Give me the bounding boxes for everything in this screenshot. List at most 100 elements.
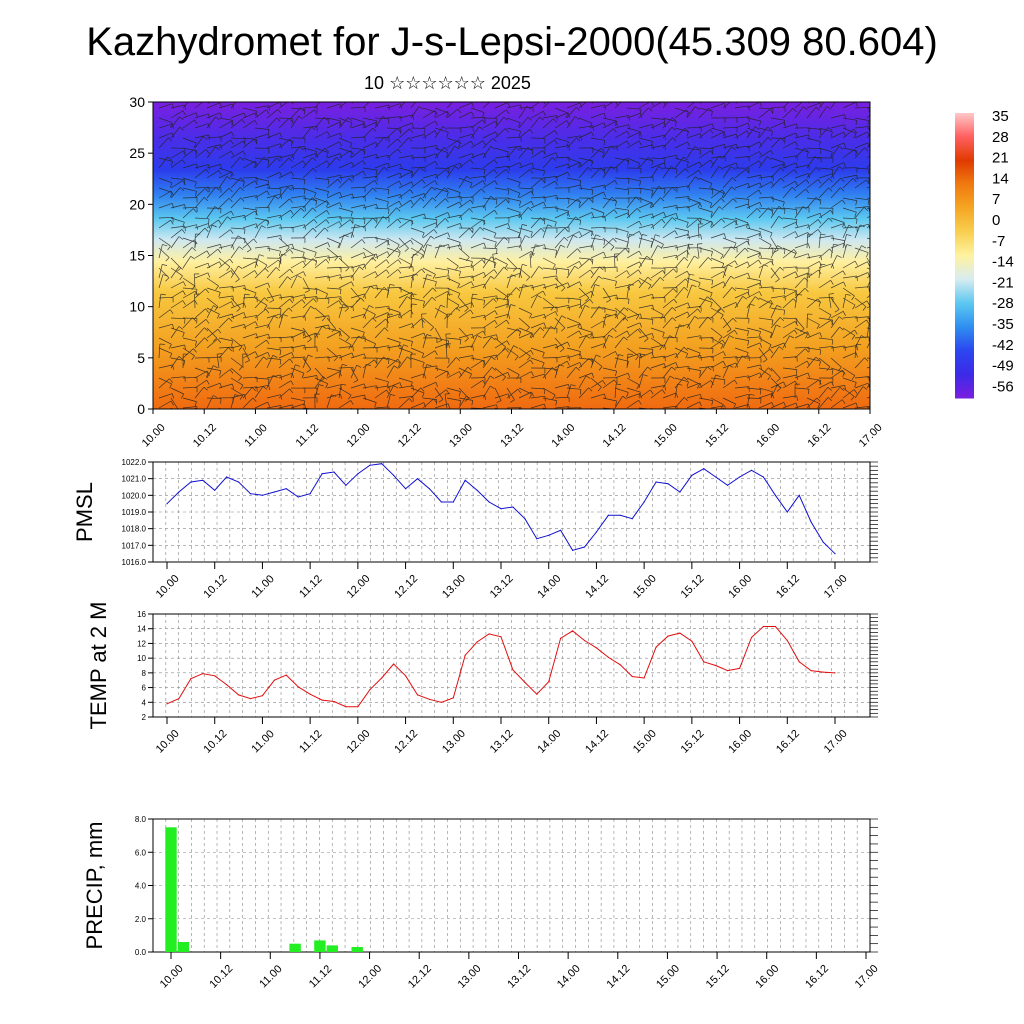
wind-barb-flag <box>445 112 449 118</box>
wind-barb-flag <box>482 180 486 186</box>
wind-barb-flag <box>730 275 735 280</box>
wind-barb <box>710 257 725 264</box>
temp2m-point <box>536 693 538 695</box>
colorbar-label: -21 <box>992 274 1014 291</box>
wind-barb <box>338 387 352 396</box>
wind-barb-flag <box>525 326 530 332</box>
wind-barb-flag <box>291 171 294 177</box>
wind-barb-flag <box>362 332 365 338</box>
wind-barb-flag <box>240 197 245 202</box>
wind-barb <box>542 306 558 309</box>
wind-barb <box>590 306 600 319</box>
wind-barb-flag <box>464 397 469 402</box>
wind-barb <box>170 266 180 279</box>
wind-barb <box>698 296 708 309</box>
wind-barb-flag <box>566 361 570 366</box>
chart-subtitle: 10 ☆☆☆☆☆☆ 2025 <box>364 73 531 93</box>
wind-barb <box>542 194 557 199</box>
wind-barb <box>494 155 509 159</box>
wind-barb-flag <box>856 175 858 181</box>
wind-barb <box>266 259 279 269</box>
wind-barb-flag <box>231 131 234 137</box>
wind-barb-flag <box>282 314 288 317</box>
wind-barb <box>770 287 785 290</box>
wind-barb <box>830 255 838 269</box>
wind-barb <box>578 245 593 249</box>
wind-barb-flag <box>255 209 258 215</box>
wind-barb <box>818 167 833 170</box>
wind-barb <box>626 269 639 279</box>
wind-barb-flag <box>290 380 294 386</box>
wind-barb <box>542 283 557 289</box>
pmsl-point <box>381 463 383 465</box>
wind-barb-flag <box>190 256 195 260</box>
temp2m-point <box>595 647 598 649</box>
wind-barb-flag <box>493 269 498 274</box>
wind-barb-flag <box>214 206 220 210</box>
wind-barb <box>446 137 461 144</box>
y-tick-label: 4.0 <box>135 882 147 891</box>
wind-barb-flag <box>807 243 811 249</box>
wind-barb-flag <box>505 198 510 204</box>
wind-barb <box>314 177 329 180</box>
wind-barb <box>722 133 737 139</box>
temp2m-point <box>178 698 180 700</box>
wind-barb <box>278 118 290 129</box>
wind-barb-flag <box>458 391 461 397</box>
wind-barb <box>386 128 398 139</box>
wind-barb <box>662 405 677 409</box>
wind-barb-flag <box>708 107 713 113</box>
wind-barb <box>302 287 317 290</box>
wind-barb-flag <box>590 230 594 236</box>
wind-barb <box>446 223 461 229</box>
wind-barb <box>170 387 184 395</box>
wind-barb-flag <box>688 244 690 250</box>
wind-barb <box>794 134 809 139</box>
wind-barb <box>854 300 868 309</box>
wind-barb-flag <box>777 245 783 249</box>
wind-barb-flag <box>254 180 258 186</box>
wind-barb-flag <box>836 255 842 258</box>
wind-barb <box>698 277 713 281</box>
wind-barb <box>182 397 197 402</box>
wind-barb <box>818 235 833 239</box>
wind-barb <box>854 207 865 219</box>
wind-barb <box>794 106 804 119</box>
wind-barb-flag <box>815 356 820 361</box>
wind-barb-flag <box>828 314 832 320</box>
wind-barb-flag <box>864 357 869 362</box>
wind-barb <box>494 313 509 319</box>
wind-barb <box>590 276 599 289</box>
wind-barb-flag <box>454 145 459 150</box>
wind-barb-flag <box>447 270 450 276</box>
wind-barb <box>278 209 291 219</box>
wind-barb-flag <box>659 345 663 351</box>
wind-barb <box>650 122 664 129</box>
wind-barb-flag <box>769 332 773 338</box>
wind-barb <box>758 393 773 399</box>
wind-barb-flag <box>854 382 857 388</box>
wind-barb-flag <box>447 403 451 409</box>
pmsl-point <box>822 541 824 543</box>
wind-barb <box>506 406 522 409</box>
wind-barb-flag <box>747 122 751 128</box>
wind-barb <box>206 356 222 359</box>
wind-barb <box>758 286 774 289</box>
wind-barb <box>482 276 491 289</box>
wind-barb <box>806 397 818 409</box>
wind-barb <box>218 317 230 329</box>
wind-barb-flag <box>558 364 565 367</box>
wind-barb <box>806 379 819 389</box>
wind-barb <box>458 395 467 409</box>
wind-barb <box>830 244 834 259</box>
x-tick-label: 16.00 <box>726 728 754 756</box>
wind-barb-flag <box>505 128 509 133</box>
x-tick-label: 10.12 <box>207 963 235 991</box>
wind-barb <box>530 403 545 409</box>
wind-barb <box>806 137 821 142</box>
wind-barb <box>422 334 428 349</box>
wind-barb <box>590 167 601 179</box>
wind-barb <box>590 357 603 367</box>
wind-barb-flag <box>325 219 330 224</box>
wind-barb-flag <box>638 279 642 285</box>
